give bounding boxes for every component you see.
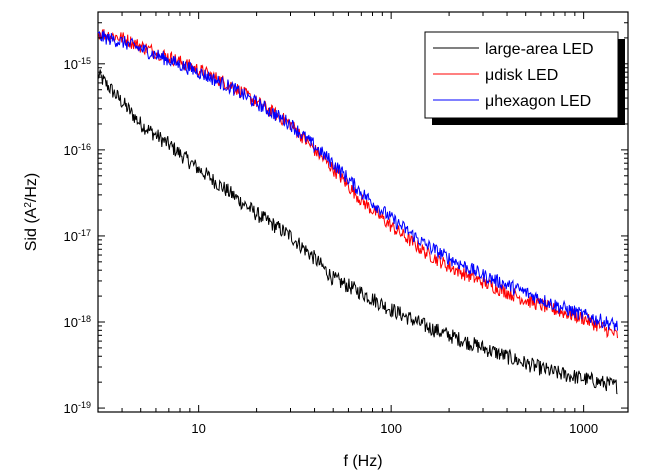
series-layer: [97, 29, 618, 395]
legend-label-udisk-led: μdisk LED: [485, 67, 558, 84]
series-line-large-area-led: [97, 69, 618, 395]
axes-layer: 10 100 1000 10-19 10-18 10-17 10-16 10-15: [64, 11, 628, 436]
legend-label-large-area-led: large-area LED: [485, 41, 594, 58]
legend-box: [424, 31, 619, 119]
legend-label-uhexagon-led: μhexagon LED: [485, 93, 591, 110]
y-tick-label: 10-16: [64, 142, 91, 158]
legend: large-area LED μdisk LED μhexagon LED: [424, 31, 625, 125]
y-tick-label: 10-18: [64, 314, 91, 330]
y-tick-label: 10-17: [64, 228, 91, 244]
y-tick-label: 10-15: [64, 56, 91, 72]
y-axis-title: Sid (A2/Hz): [23, 173, 41, 251]
x-axis-title: f (Hz): [343, 453, 382, 470]
x-tick-label: 10: [191, 421, 205, 436]
x-tick-label: 100: [380, 421, 402, 436]
y-tick-label: 10-19: [64, 400, 91, 416]
x-tick-label: 1000: [569, 421, 598, 436]
plot-frame: [97, 11, 629, 413]
series-line-uhexagon-led: [97, 30, 618, 331]
